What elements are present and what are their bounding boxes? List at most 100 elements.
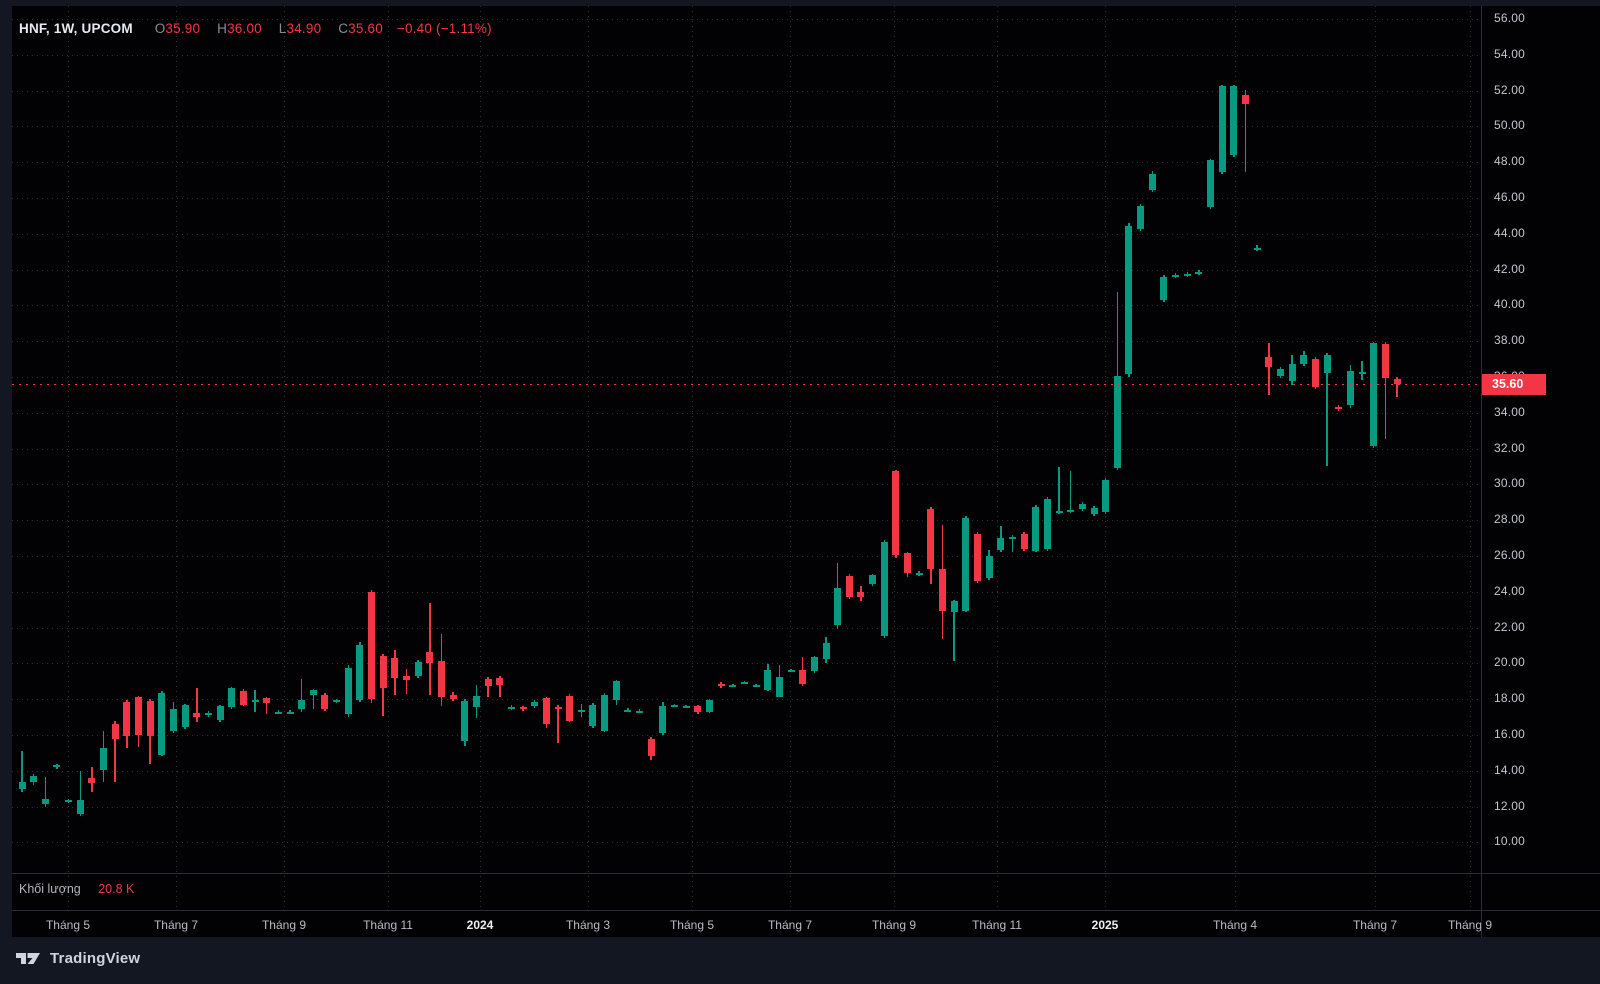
time-tick-label: Tháng 9 — [871, 918, 917, 932]
time-tick-label: Tháng 11 — [972, 918, 1022, 932]
close-key: C — [338, 21, 349, 36]
candle — [1335, 406, 1343, 410]
open-key: O — [154, 21, 166, 36]
price-axis-separator — [1481, 6, 1482, 937]
candle — [612, 681, 620, 701]
candle — [1020, 533, 1028, 549]
candle-wick — [499, 675, 501, 697]
candle — [1090, 507, 1098, 514]
candle-wick — [1058, 467, 1060, 514]
price-gridline — [12, 126, 1481, 128]
candle-wick — [265, 696, 268, 715]
candle — [65, 800, 73, 803]
candle — [1230, 86, 1238, 156]
symbol-title[interactable]: HNF, 1W, UPCOM — [19, 21, 133, 36]
price-axis[interactable] — [1482, 6, 1600, 910]
time-gridline — [284, 6, 285, 910]
candle — [204, 712, 212, 716]
price-gridline — [12, 198, 1481, 199]
candle — [997, 538, 1005, 550]
candle — [1160, 276, 1168, 301]
price-gridline — [12, 90, 1481, 92]
price-gridline — [12, 806, 1481, 808]
candle — [1008, 537, 1016, 540]
candle — [939, 568, 947, 611]
price-tick-label: 12.00 — [1494, 798, 1526, 813]
price-gridline — [12, 699, 1481, 701]
open-value: 35.90 — [165, 21, 201, 36]
candle — [496, 677, 504, 685]
candle — [1195, 272, 1203, 275]
candle — [1102, 479, 1110, 513]
low-value: 34.90 — [286, 21, 322, 36]
price-gridline — [12, 663, 1481, 665]
candle-wick — [1361, 360, 1363, 380]
candle — [1172, 274, 1180, 277]
candle — [321, 694, 329, 710]
price-tick-label: 30.00 — [1494, 476, 1526, 491]
candle — [589, 704, 597, 727]
price-gridline — [12, 556, 1481, 557]
price-tick-label: 26.00 — [1494, 548, 1526, 562]
price-tick-label: 44.00 — [1494, 225, 1526, 240]
candle — [88, 777, 96, 784]
time-gridline — [1235, 6, 1236, 910]
time-axis[interactable] — [12, 910, 1600, 937]
candle-wick — [487, 676, 489, 698]
candle — [449, 694, 457, 700]
price-tick-label: 28.00 — [1494, 512, 1526, 527]
candle — [1381, 343, 1389, 378]
candle — [706, 700, 713, 712]
candle — [834, 588, 842, 625]
candle — [810, 657, 818, 672]
candle — [181, 705, 189, 727]
candle-wick — [79, 770, 81, 816]
candle — [507, 707, 515, 710]
price-gridline — [12, 305, 1481, 307]
price-tick-label: 22.00 — [1494, 619, 1526, 634]
candle — [787, 669, 795, 672]
time-tick-label: Tháng 7 — [1352, 918, 1398, 932]
candle — [123, 701, 131, 736]
candle-wick — [1396, 377, 1398, 397]
price-tick-label: 42.00 — [1494, 261, 1526, 276]
tradingview-logo-link[interactable]: TradingView — [16, 949, 140, 968]
candle-wick — [1069, 470, 1072, 514]
time-gridline — [1105, 6, 1106, 910]
time-tick-label: Tháng 5 — [669, 918, 715, 932]
time-gridline — [588, 6, 589, 910]
pane-separator[interactable] — [12, 873, 1600, 874]
candle — [566, 695, 574, 721]
candle — [461, 700, 469, 742]
candle — [1078, 504, 1086, 510]
candle — [1125, 225, 1133, 375]
candle — [659, 706, 667, 734]
time-gridline — [790, 6, 791, 910]
candle-wick — [1244, 89, 1247, 173]
candle — [228, 688, 236, 708]
price-pane[interactable] — [12, 6, 1481, 873]
candle — [111, 724, 119, 739]
candle — [1288, 364, 1296, 382]
candle — [344, 667, 352, 715]
candle — [100, 748, 108, 770]
candle — [542, 698, 550, 725]
price-gridline — [12, 735, 1481, 736]
candle — [379, 656, 387, 688]
price-gridline — [12, 520, 1481, 522]
time-tick-label: 2025 — [1091, 918, 1119, 932]
candle — [577, 709, 585, 712]
candle — [904, 553, 912, 573]
candle — [1137, 206, 1145, 230]
candle-wick — [1326, 352, 1328, 466]
candle — [53, 765, 61, 768]
time-gridline — [997, 6, 998, 910]
candle — [1043, 498, 1051, 549]
candle — [368, 591, 376, 700]
candle — [799, 669, 807, 684]
price-gridline — [12, 484, 1481, 486]
price-tick-label: 20.00 — [1494, 655, 1526, 670]
candle-wick — [627, 708, 629, 712]
candle — [857, 591, 865, 598]
candle-wick — [953, 599, 955, 661]
